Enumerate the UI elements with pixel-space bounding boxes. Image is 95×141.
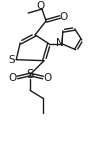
- Text: S: S: [26, 68, 34, 81]
- Text: O: O: [8, 72, 16, 82]
- Text: S: S: [8, 55, 15, 65]
- Text: O: O: [60, 12, 68, 22]
- Text: N: N: [56, 38, 64, 48]
- Text: O: O: [44, 72, 52, 82]
- Text: O: O: [36, 1, 44, 11]
